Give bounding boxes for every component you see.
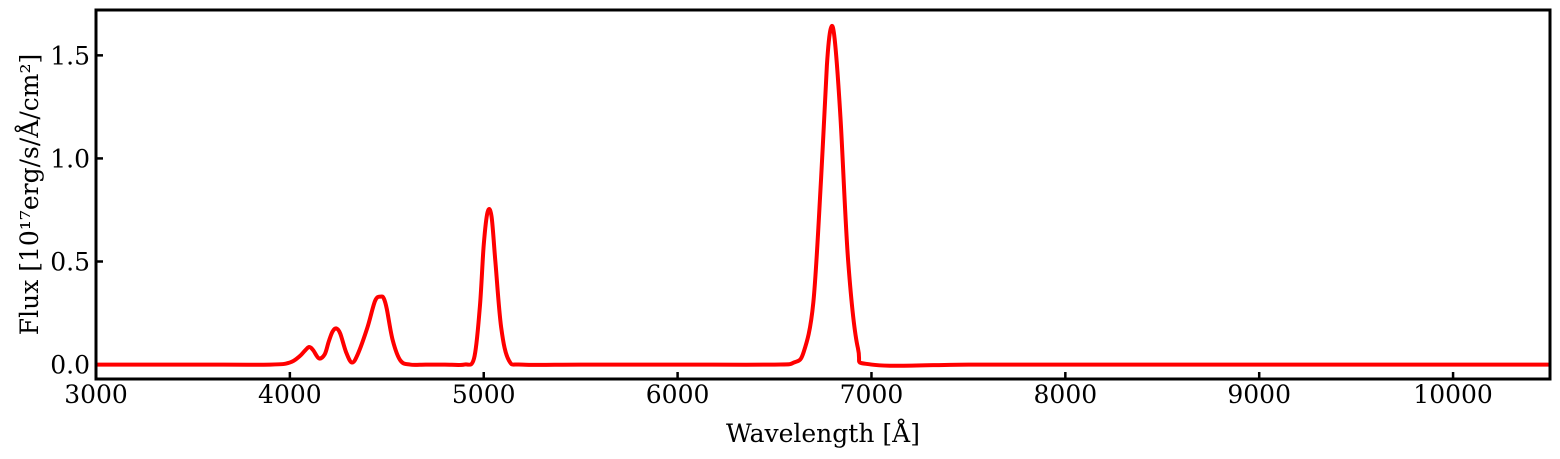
x-tick-label: 7000 [840,380,904,409]
x-axis-label: Wavelength [Å] [726,418,920,448]
y-axis-label: Flux [10¹⁷erg/s/Å/cm²] [14,54,44,335]
x-tick-label: 8000 [1034,380,1098,409]
x-tick-label: 3000 [64,380,128,409]
x-tick-label: 5000 [452,380,516,409]
y-tick-label: 0.0 [50,351,90,380]
y-tick-label: 1.0 [50,144,90,173]
flux-line [96,23,1550,368]
y-tick-label: 1.5 [50,41,90,70]
series-group [96,23,1550,368]
x-tick-label: 9000 [1227,380,1291,409]
plot-frame [94,8,1552,381]
x-tick-label: 10000 [1413,380,1493,409]
tick-marks [94,54,1455,379]
tick-labels: 3000 4000 5000 6000 7000 8000 9000 10000 0.0 0.5 1… [50,41,1493,409]
x-tick-label: 4000 [258,380,322,409]
x-tick-label: 6000 [646,380,710,409]
y-tick-label: 0.5 [50,247,90,276]
